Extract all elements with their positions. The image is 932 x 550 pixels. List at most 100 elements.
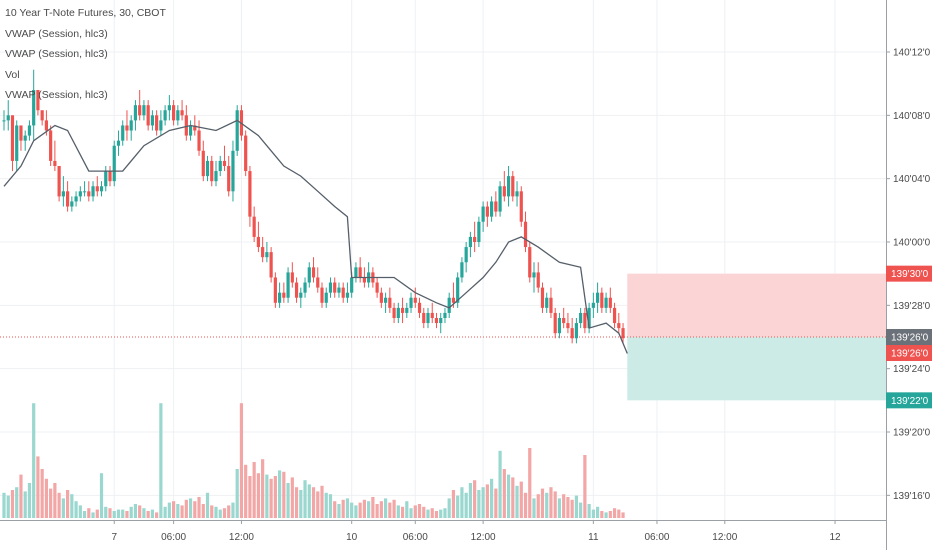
x-tick-label: 06:00 [403, 532, 428, 543]
volume-bar [456, 495, 460, 518]
volume-bar [583, 455, 587, 518]
volume-bar [44, 478, 48, 518]
candle-body [282, 292, 286, 298]
price-badge-label: 139'30'0 [891, 269, 929, 280]
candle-body [19, 125, 23, 141]
volume-bar [269, 478, 273, 518]
candle-body [269, 252, 273, 278]
candle-body [273, 277, 277, 303]
volume-bar [528, 448, 532, 518]
volume-bar [617, 509, 621, 518]
candle-body [485, 206, 489, 217]
candle-body [400, 307, 405, 313]
candle-body [303, 282, 307, 293]
candle-body [523, 221, 528, 248]
legend-indicator[interactable]: VWAP (Session, hlc3) [5, 48, 108, 60]
volume-bar [417, 504, 422, 518]
volume-bar [384, 498, 388, 518]
vwap-series [3, 119, 628, 354]
candle-body [44, 120, 48, 131]
volume-bar [375, 504, 379, 518]
candle-body [316, 277, 320, 288]
candle-body [324, 292, 328, 303]
legend-indicator[interactable]: Vol [5, 68, 20, 81]
candle-body [180, 110, 184, 116]
price-badge-label: 139'26'0 [891, 349, 929, 360]
candle-body [172, 105, 176, 121]
volume-bar [367, 501, 371, 518]
candle-body [468, 236, 472, 248]
candle-body [133, 105, 138, 121]
legend-indicator[interactable]: VWAP (Session, hlc3) [5, 27, 108, 40]
volume-bar [40, 469, 44, 518]
candle-body [350, 277, 354, 293]
volume-bar [95, 509, 99, 518]
candle-body [490, 201, 494, 217]
candle-body [384, 297, 388, 303]
volume-bar [451, 490, 456, 518]
legend-indicator[interactable]: VWAP (Session, hlc3) [5, 89, 108, 101]
volume-bar [341, 499, 345, 518]
candle-body [112, 145, 116, 182]
volume-bar [536, 494, 540, 518]
candle-body [621, 328, 625, 339]
volume-bar [460, 487, 464, 518]
price-badge-stop [886, 265, 932, 282]
volume-bar [235, 469, 239, 518]
volume-bar [396, 505, 400, 518]
volume-bar [409, 508, 413, 518]
volume-bar [290, 477, 294, 518]
candle-body [536, 272, 540, 288]
volume-bar [108, 508, 112, 518]
candle-body [235, 110, 239, 151]
volume-bar [53, 483, 57, 518]
candle-body [494, 201, 498, 212]
candle-body [2, 120, 6, 122]
candle-body [252, 216, 256, 237]
candle-body [261, 247, 265, 258]
candle-body [379, 292, 383, 303]
volume-bar [116, 509, 121, 518]
x-tick-label: 7 [111, 532, 117, 543]
candle-body [286, 272, 290, 298]
volume-bar [320, 485, 324, 518]
x-tick-label: 12:00 [229, 532, 254, 543]
volume-bar [532, 498, 536, 518]
candle-body [176, 110, 180, 121]
volume-bar [324, 492, 328, 518]
target-zone [627, 337, 886, 401]
volume-bar [439, 509, 443, 518]
candle-body [197, 130, 201, 151]
volume-bar [210, 505, 214, 518]
candle-body [443, 312, 447, 318]
volume-bar [506, 474, 511, 518]
volume-bar [239, 403, 244, 518]
candle-body [116, 140, 121, 146]
candle-body [345, 292, 350, 298]
candle-body [155, 115, 159, 131]
volume-bar [23, 491, 27, 518]
candle-body [557, 317, 562, 334]
legend: 10 Year T-Note Futures, 30, CBOT VWAP (S… [5, 3, 166, 106]
candles [2, 69, 625, 344]
candle-body [549, 297, 553, 313]
volume-bar [150, 509, 154, 518]
legend-symbol[interactable]: 10 Year T-Note Futures, 30, CBOT [5, 7, 166, 19]
candle-body [612, 307, 617, 324]
candle-body [167, 105, 171, 111]
candle-body [570, 328, 574, 339]
candle-body [210, 160, 214, 182]
candle-body [53, 160, 57, 166]
volume-bar [447, 498, 451, 518]
volume-bar [549, 487, 553, 518]
candle-body [248, 171, 252, 217]
volume-bar [294, 487, 299, 518]
volume-bar [443, 508, 447, 518]
volume-bar [99, 473, 104, 518]
volume-bar [49, 488, 53, 518]
volume-bar [587, 504, 591, 518]
candle-body [506, 176, 511, 197]
x-tick-label: 10 [346, 532, 358, 543]
